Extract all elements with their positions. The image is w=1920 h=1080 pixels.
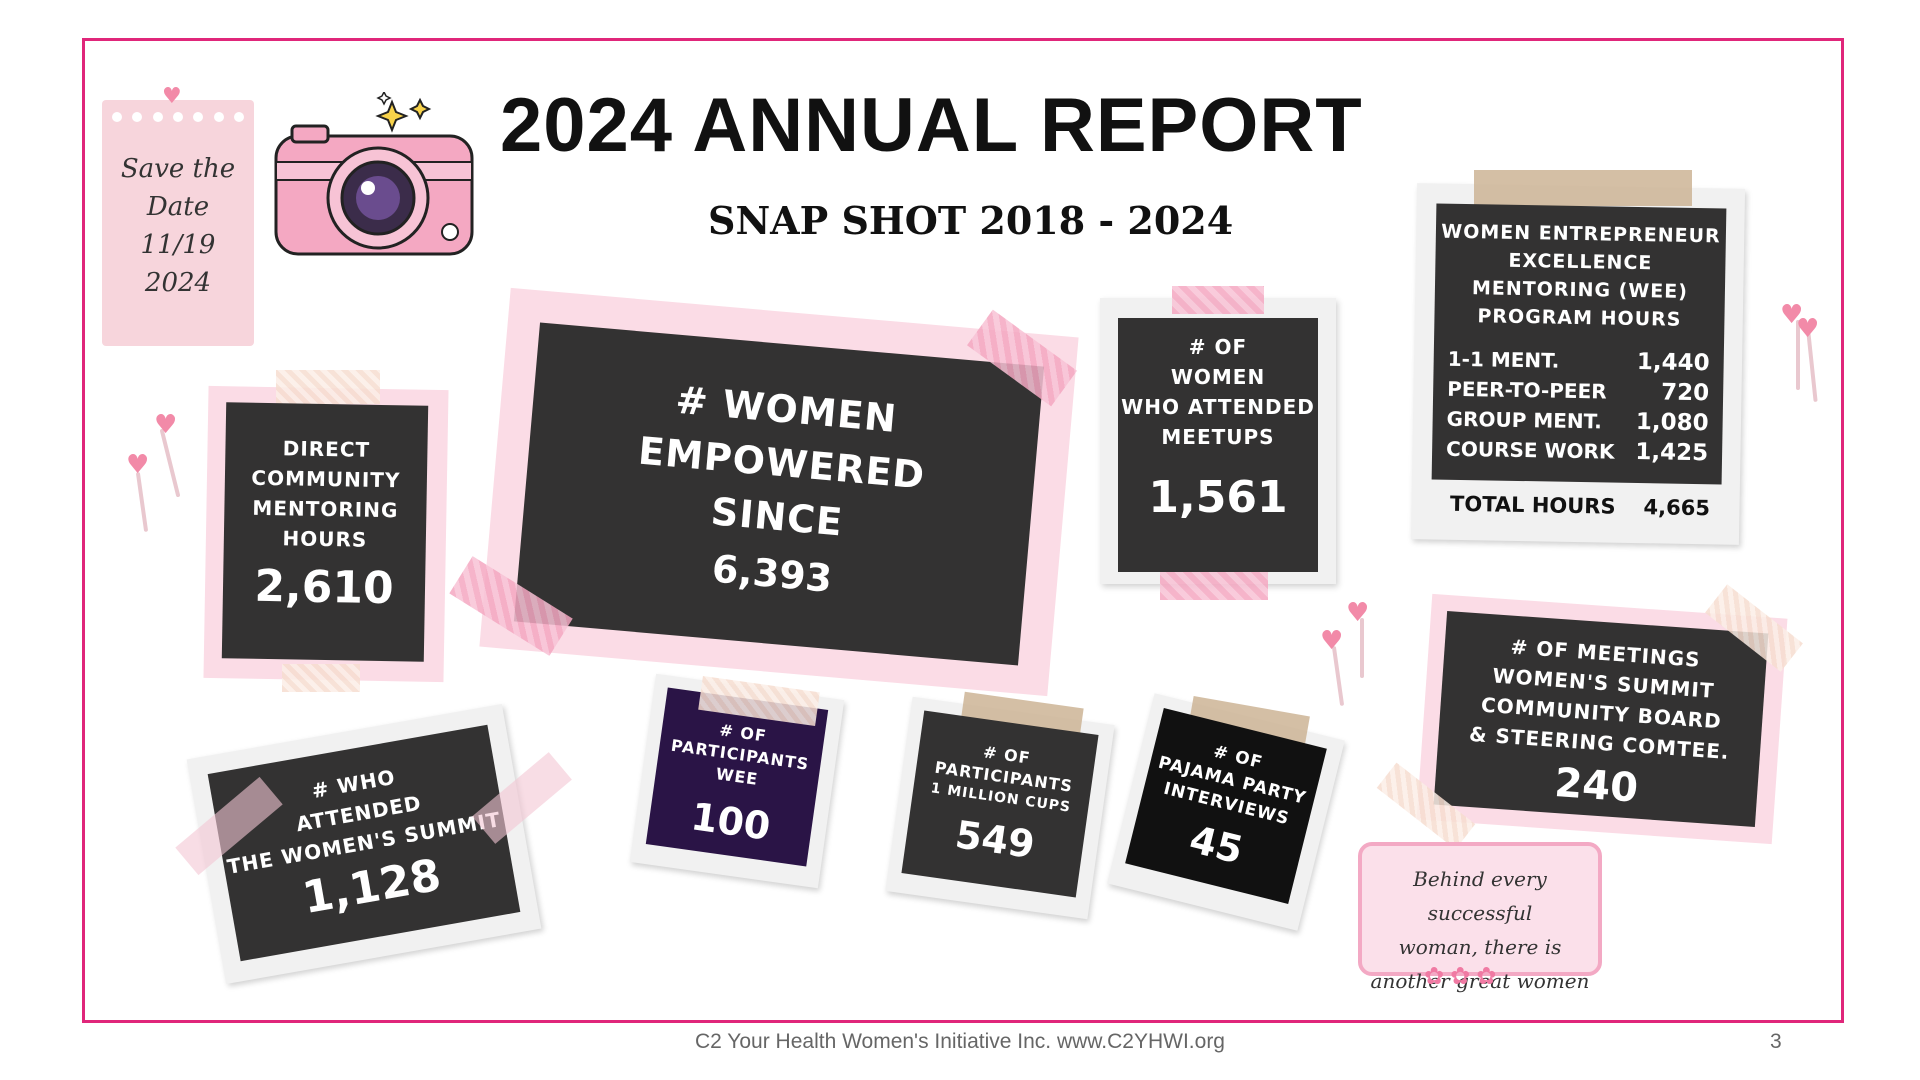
note-perforation: [112, 112, 244, 122]
washi-tape: [1172, 286, 1264, 314]
row-label: 1-1 MENT.: [1447, 346, 1560, 373]
mentoring-hours-card: DIRECT COMMUNITY MENTORING HOURS 2,610: [221, 402, 429, 662]
heart-icon: ♥: [162, 84, 182, 109]
save-the-date-note: Save the Date 11/19 2024: [102, 100, 254, 346]
slide-frame: [82, 38, 1844, 1023]
flower-icon: ✿✿✿: [1424, 962, 1503, 990]
women-empowered-card: # WOMEN EMPOWERED SINCE 6,393: [513, 322, 1045, 666]
row-label: GROUP MENT.: [1446, 406, 1603, 434]
row-value: 1,080: [1635, 409, 1709, 437]
meetings-card: # OF MEETINGS WOMEN'S SUMMIT COMMUNITY B…: [1433, 611, 1769, 827]
heart-icon: ♥: [1796, 314, 1820, 344]
table-row: COURSE WORK 1,425: [1432, 433, 1722, 468]
card-label-line: DIRECT: [282, 436, 371, 462]
page-title: 2024 ANNUAL REPORT: [500, 83, 1363, 168]
million-cups-card: # OF PARTICIPANTS 1 MILLION CUPS 549: [901, 710, 1099, 898]
heart-icon: ♥: [126, 450, 150, 480]
total-value: 4,665: [1643, 495, 1711, 521]
note-line: 2024: [144, 268, 212, 298]
page-subtitle: SNAP SHOT 2018 - 2024: [708, 198, 1234, 243]
note-line: Date: [146, 192, 210, 222]
card-value: 1,561: [1148, 472, 1288, 523]
note-line: Save the: [120, 154, 236, 184]
pin-stick: [1796, 320, 1800, 390]
card-label-line: # OF: [1188, 335, 1248, 359]
card-label-line: WOMEN: [1170, 365, 1266, 389]
card-label-line: PROGRAM HOURS: [1477, 305, 1682, 331]
footer-text: C2 Your Health Women's Initiative Inc. w…: [694, 1030, 1225, 1053]
pin-stick: [1360, 618, 1364, 678]
card-value: 2,610: [254, 560, 395, 615]
card-label-line: HOURS: [282, 526, 368, 552]
total-label: TOTAL HOURS: [1449, 491, 1616, 519]
row-label: PEER-TO-PEER: [1446, 376, 1607, 404]
quote-line: another great women: [1370, 969, 1590, 993]
meetups-card: # OF WOMEN WHO ATTENDED MEETUPS 1,561: [1118, 318, 1318, 572]
page-number: 3: [1770, 1030, 1782, 1053]
quote-line: Behind every successful: [1413, 867, 1547, 925]
wee-hours-table: 1-1 MENT. 1,440 PEER-TO-PEER 720 GROUP MEN…: [1432, 343, 1724, 468]
card-label-line: COMMUNITY: [251, 465, 401, 493]
quote-line: woman, there is: [1398, 935, 1562, 959]
row-value: 1,440: [1636, 349, 1710, 377]
heart-icon: ♥: [1780, 300, 1804, 330]
row-value: 720: [1660, 379, 1710, 407]
washi-tape: [1160, 570, 1268, 600]
card-label-line: WHO ATTENDED: [1121, 395, 1315, 419]
washi-tape: [1474, 170, 1692, 206]
wee-total-row: TOTAL HOURS 4,665: [1440, 492, 1720, 521]
row-value: 1,425: [1635, 439, 1709, 467]
note-line: 11/19: [140, 230, 216, 260]
row-label: COURSE WORK: [1445, 436, 1615, 464]
heart-icon: ♥: [1346, 598, 1370, 628]
quote-card: Behind every successful woman, there is …: [1358, 842, 1602, 993]
washi-tape: [276, 370, 380, 404]
camera-icon: [274, 92, 474, 256]
washi-tape: [282, 664, 360, 692]
card-label-line: MEETUPS: [1161, 425, 1275, 449]
card-label-line: WOMEN ENTREPRENEUR: [1441, 220, 1721, 248]
heart-icon: ♥: [154, 410, 178, 440]
card-label-line: MENTORING: [252, 495, 399, 523]
heart-icon: ♥: [1320, 626, 1344, 656]
wee-hours-card: WOMEN ENTREPRENEUR EXCELLENCE MENTORING …: [1431, 203, 1727, 485]
